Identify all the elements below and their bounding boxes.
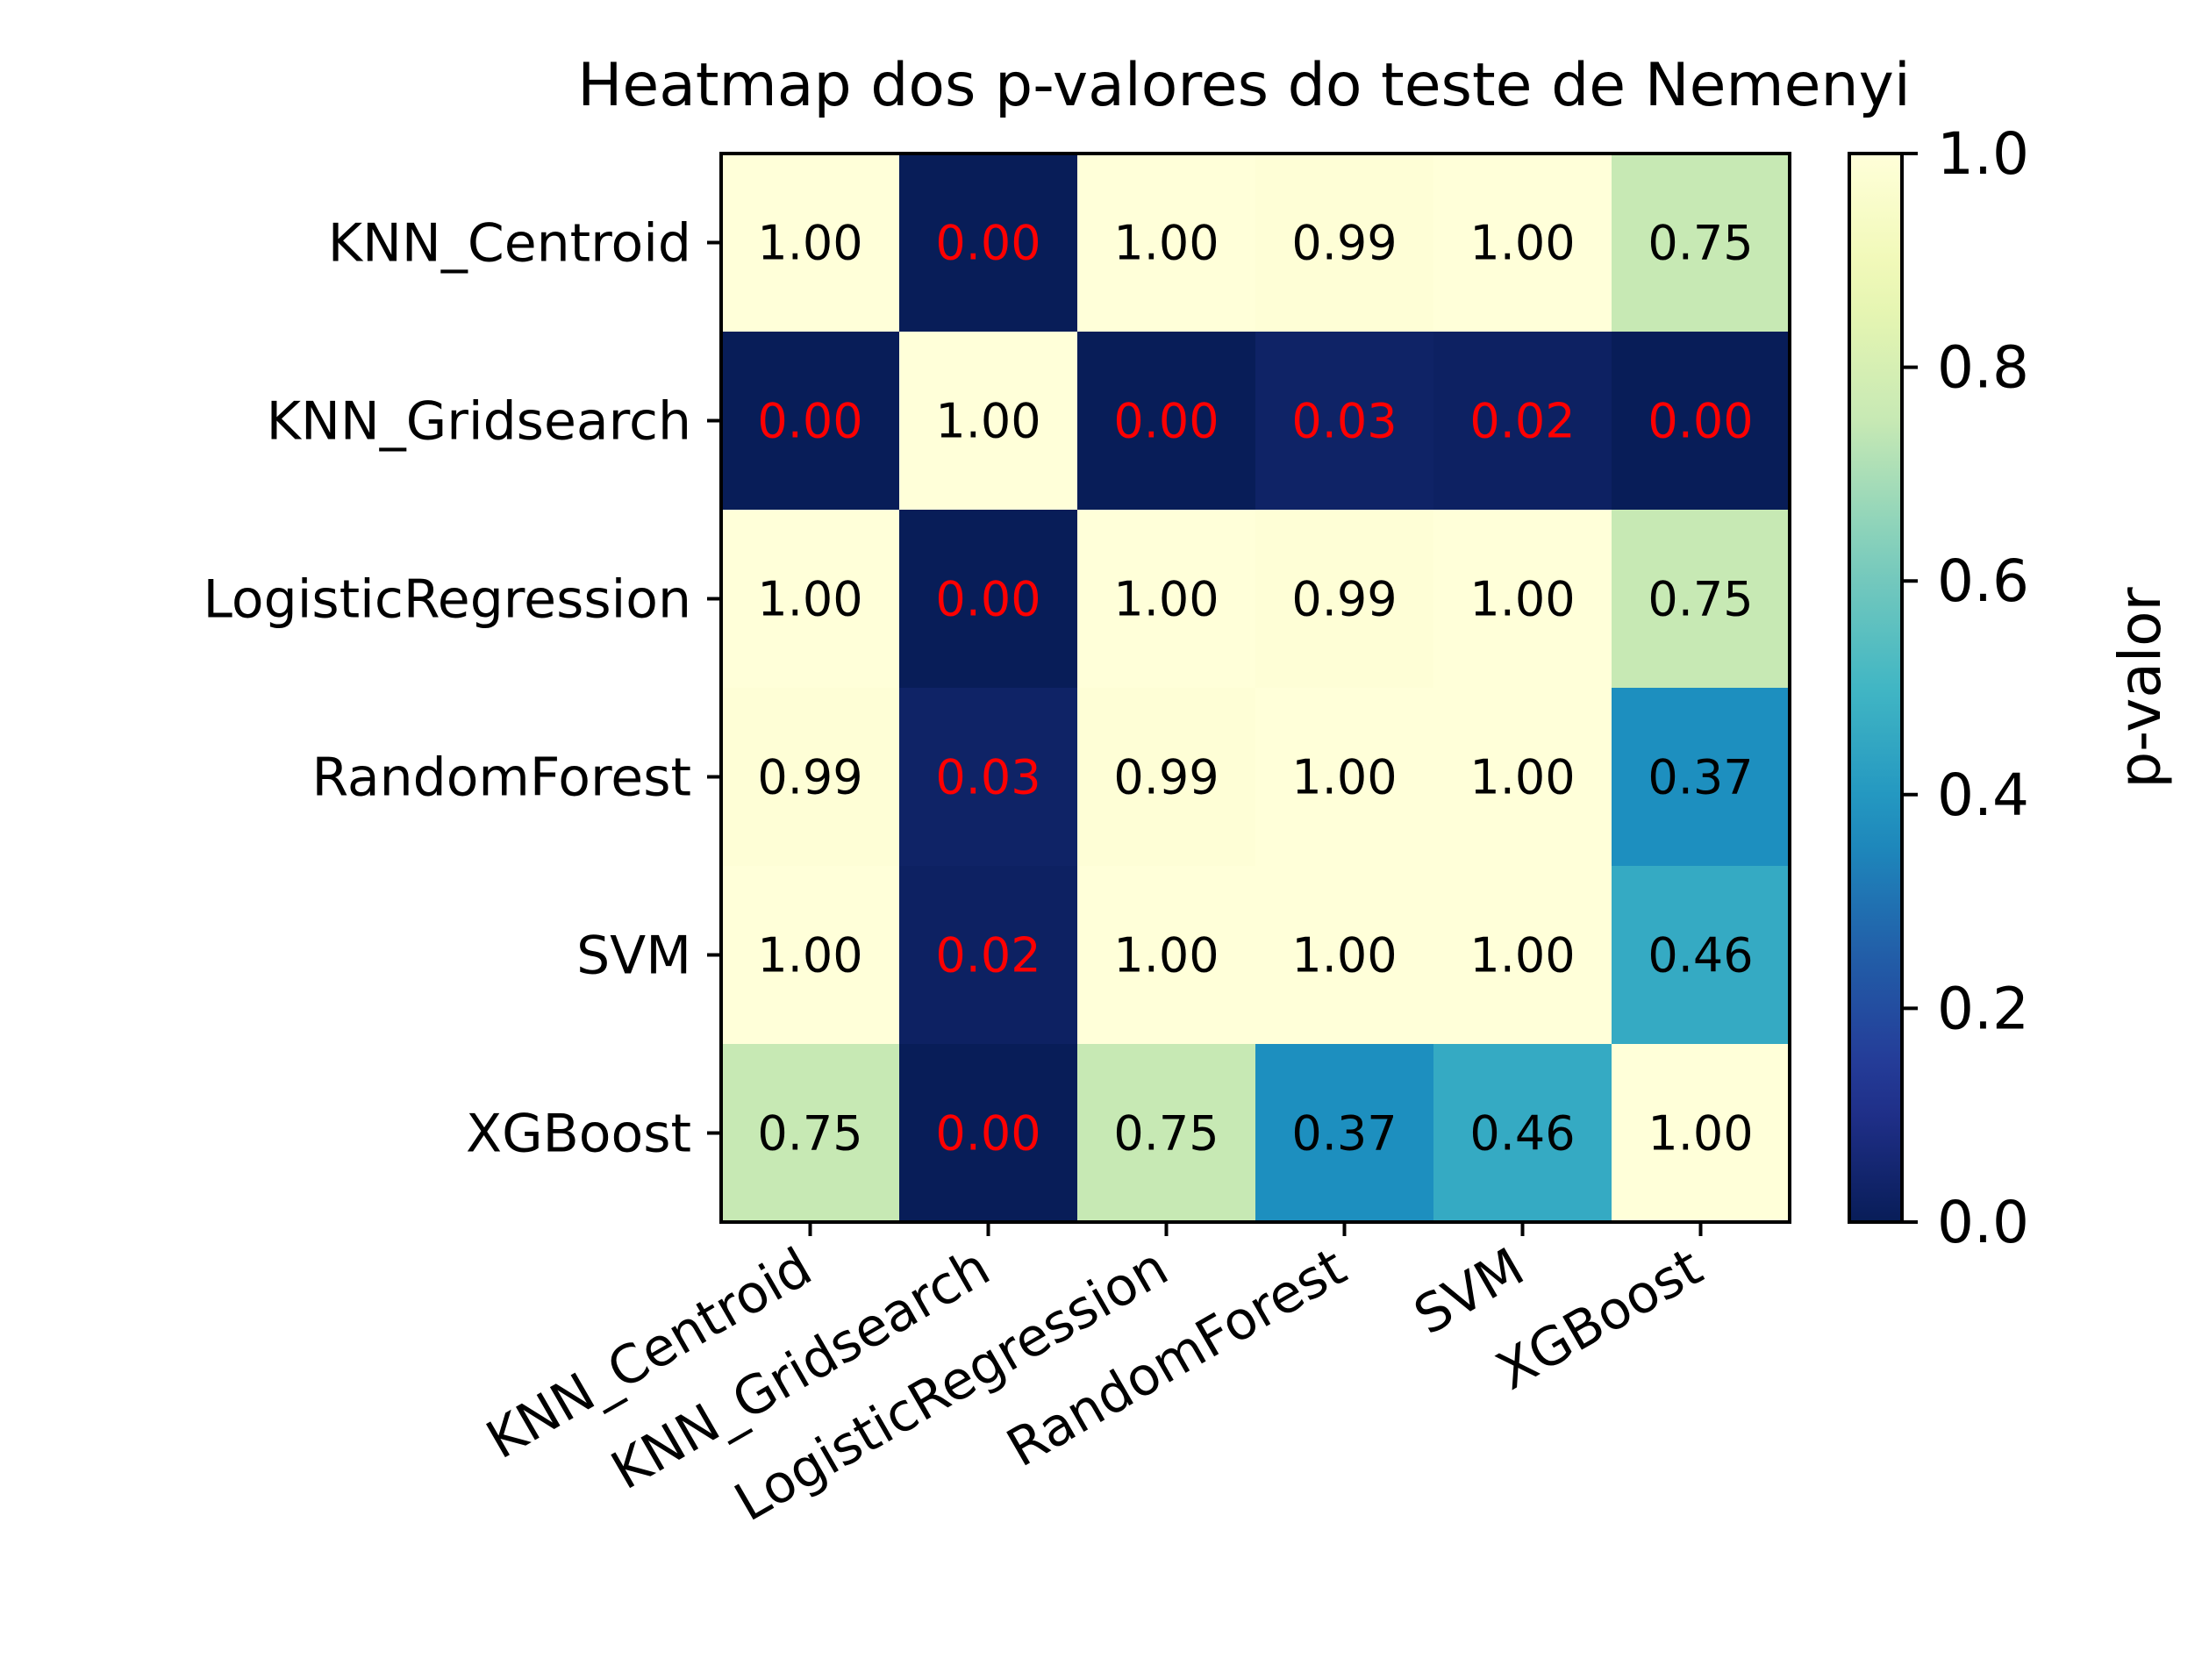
cell-value-label: 1.00	[1291, 928, 1397, 983]
cell-value-label: 0.02	[935, 928, 1040, 983]
y-axis-ticks: KNN_Centroid KNN_Gridsearch LogisticRegres…	[204, 213, 721, 1165]
x-axis-ticks: KNN_CentroidKNN_GridsearchLogisticRegres…	[476, 1222, 1712, 1533]
colorbar-tick-label: 0.2	[1937, 975, 2029, 1042]
heatmap-cell	[1077, 688, 1256, 867]
heatmap-cell	[1255, 688, 1434, 867]
heatmap-cell	[1612, 332, 1791, 511]
heatmap-cell	[721, 688, 900, 867]
heatmap-cell	[1433, 154, 1612, 332]
y-tick-label: XGBoost	[466, 1104, 691, 1165]
heatmap-cell	[1433, 688, 1612, 867]
cell-value-label: 1.00	[1469, 572, 1575, 627]
colorbar: 0.0 0.2 0.4 0.6 0.8 1.0 p-valor	[1848, 120, 2174, 1256]
heatmap-cell	[721, 332, 900, 511]
cell-value-label: 0.37	[1291, 1106, 1397, 1162]
x-tick-label: XGBoost	[1486, 1236, 1712, 1402]
heatmap-cell	[899, 332, 1078, 511]
heatmap-cell	[1077, 154, 1256, 332]
heatmap-cell	[1612, 866, 1791, 1045]
plot-frame	[719, 152, 1791, 1224]
heatmap-cell	[1433, 1044, 1612, 1223]
heatmap-cell	[721, 866, 900, 1045]
cell-value-label: 1.00	[1291, 750, 1397, 805]
cell-value-label: 0.00	[935, 216, 1040, 271]
y-tick-label: SVM	[576, 926, 691, 987]
cell-value-label: 1.00	[1469, 928, 1575, 983]
cell-value-label: 1.00	[1113, 572, 1219, 627]
y-tick-label: KNN_Gridsearch	[267, 391, 691, 453]
colorbar-label: p-valor	[2106, 586, 2174, 788]
heatmap-cell	[1077, 866, 1256, 1045]
heatmap-cell	[721, 510, 900, 689]
cell-value-label: 0.99	[757, 750, 862, 805]
heatmap-cell	[899, 510, 1078, 689]
heatmap-cell	[1612, 510, 1791, 689]
cell-value-label: 0.03	[935, 750, 1040, 805]
cell-value-label: 1.00	[757, 216, 862, 271]
colorbar-tick-label: 0.4	[1937, 761, 2029, 829]
heatmap-cell	[1433, 866, 1612, 1045]
heatmap-cell	[1612, 154, 1791, 332]
cell-value-label: 0.03	[1291, 394, 1397, 449]
cell-value-label: 1.00	[1469, 750, 1575, 805]
y-tick-label: RandomForest	[311, 747, 691, 809]
cell-value-label: 0.99	[1113, 750, 1219, 805]
colorbar-tick-label: 0.8	[1937, 334, 2029, 402]
colorbar-tick-label: 1.0	[1937, 120, 2029, 188]
cell-value-label: 1.00	[935, 394, 1040, 449]
colorbar-gradient	[1849, 154, 1902, 1222]
cell-value-label: 0.75	[1648, 572, 1753, 627]
colorbar-ticks: 0.0 0.2 0.4 0.6 0.8 1.0	[1902, 120, 2029, 1256]
colorbar-tick-label: 0.6	[1937, 547, 2029, 615]
cell-value-label: 1.00	[1113, 216, 1219, 271]
heatmap-cell	[1255, 154, 1434, 332]
y-tick-label: LogisticRegression	[204, 569, 691, 631]
heatmap-cell	[1077, 1044, 1256, 1223]
heatmap-cell	[899, 1044, 1078, 1223]
heatmap-cell	[721, 154, 900, 332]
heatmap-cell	[899, 154, 1078, 332]
heatmap-cell	[1077, 510, 1256, 689]
cell-value-label: 0.37	[1648, 750, 1753, 805]
cell-value-label: 0.00	[935, 1106, 1040, 1162]
heatmap-cell	[899, 688, 1078, 867]
cell-value-label: 0.46	[1648, 928, 1753, 983]
cell-value-label: 0.00	[757, 394, 862, 449]
heatmap-cell	[1255, 1044, 1434, 1223]
chart-title: Heatmap dos p-valores do teste de Nemeny…	[577, 51, 1910, 120]
cell-value-label: 1.00	[1648, 1106, 1753, 1162]
heatmap-cell	[1433, 510, 1612, 689]
cell-value-label: 0.99	[1291, 216, 1397, 271]
y-tick-label: KNN_Centroid	[328, 213, 691, 275]
heatmap-cell	[1255, 332, 1434, 511]
colorbar-tick-label: 0.0	[1937, 1189, 2029, 1256]
cell-value-label: 0.99	[1291, 572, 1397, 627]
heatmap-cell	[1612, 688, 1791, 867]
heatmap-cells	[721, 154, 1791, 1223]
cell-value-label: 0.00	[1113, 394, 1219, 449]
heatmap-cell	[1433, 332, 1612, 511]
cell-value-label: 0.75	[1113, 1106, 1219, 1162]
cell-value-label: 1.00	[757, 572, 862, 627]
heatmap-cell	[1255, 866, 1434, 1045]
cell-value-label: 0.00	[935, 572, 1040, 627]
cell-value-label: 1.00	[757, 928, 862, 983]
heatmap-cell	[899, 866, 1078, 1045]
heatmap-cell	[1077, 332, 1256, 511]
heatmap-cell	[1255, 510, 1434, 689]
cell-value-label: 0.00	[1648, 394, 1753, 449]
cell-value-label: 0.75	[757, 1106, 862, 1162]
cell-value-label: 0.75	[1648, 216, 1753, 271]
x-tick-label: SVM	[1405, 1236, 1534, 1347]
cell-value-label: 1.00	[1113, 928, 1219, 983]
heatmap-cell	[721, 1044, 900, 1223]
cell-value-label: 1.00	[1469, 216, 1575, 271]
colorbar-frame	[1848, 152, 1904, 1224]
cell-value-label: 0.46	[1469, 1106, 1575, 1162]
heatmap-cell	[1612, 1044, 1791, 1223]
cell-value-label: 0.02	[1469, 394, 1575, 449]
heatmap-cell-labels: 1.00 0.00 1.00 0.99 1.00 0.75 0.00 1.00 0.00 0.03…	[757, 216, 1753, 1162]
